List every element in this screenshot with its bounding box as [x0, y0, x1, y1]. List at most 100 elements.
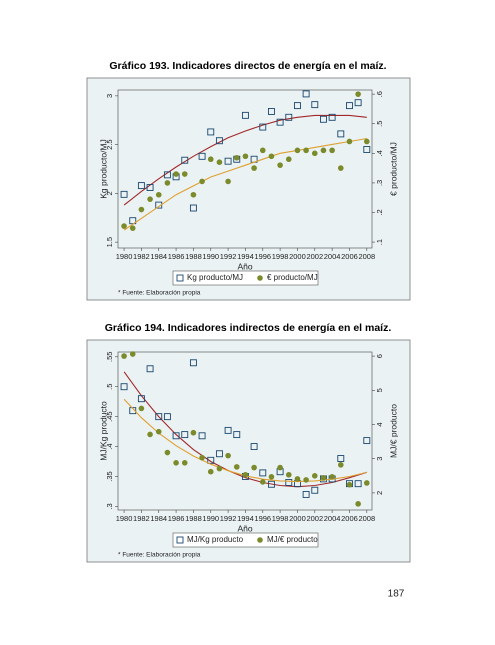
trend-line — [123, 137, 367, 231]
point — [311, 150, 318, 157]
point — [320, 115, 327, 123]
point — [137, 182, 145, 190]
point — [328, 113, 336, 121]
y2-tick-label: 5 — [375, 388, 384, 392]
point — [346, 138, 353, 145]
point — [355, 501, 361, 507]
point — [129, 225, 136, 231]
point — [251, 165, 257, 171]
x-tick-label: 2008 — [358, 514, 375, 523]
y-tick-label: 3 — [105, 94, 114, 98]
point — [138, 405, 145, 412]
point — [224, 426, 232, 434]
x-tick-label: 1992 — [220, 252, 237, 261]
point — [163, 413, 171, 421]
point — [215, 450, 223, 458]
point — [329, 474, 335, 480]
point — [233, 154, 240, 161]
x-tick-label: 1988 — [185, 514, 202, 523]
point — [155, 428, 162, 435]
point — [251, 464, 257, 471]
point — [120, 383, 128, 391]
legend-label: Kg producto/MJ — [187, 273, 243, 282]
point — [147, 431, 153, 438]
point — [233, 431, 241, 439]
point — [285, 156, 292, 163]
point — [121, 353, 127, 359]
point — [267, 108, 275, 115]
y-tick-label: .4 — [105, 443, 114, 449]
legend-label: € producto/MJ — [267, 273, 318, 282]
x-tick-label: 1984 — [150, 514, 167, 523]
point — [259, 479, 266, 485]
point — [311, 486, 319, 494]
point — [207, 456, 215, 464]
point — [207, 468, 214, 475]
point — [259, 147, 266, 154]
y-tick-label: .55 — [105, 352, 114, 362]
y2-tick-label: 3 — [375, 457, 384, 461]
page-number: 187 — [388, 589, 405, 600]
y-tick-label: 2 — [105, 191, 114, 195]
y-tick-label: .45 — [105, 411, 114, 421]
point — [268, 474, 275, 480]
x-tick-label: 1984 — [150, 252, 167, 261]
x-tick-label: 1982 — [133, 252, 150, 261]
source-note: * Fuente: Elaboración propia — [118, 290, 201, 297]
point — [155, 413, 163, 421]
y-tick-label: 2.5 — [105, 139, 114, 149]
legend-marker — [257, 275, 263, 281]
point — [363, 138, 370, 145]
x-tick-label: 2004 — [324, 252, 341, 261]
legend-label: MJ/€ producto — [267, 535, 318, 544]
trend-line — [123, 371, 367, 488]
point — [311, 473, 318, 479]
point — [207, 156, 214, 163]
point — [259, 469, 267, 477]
point — [173, 171, 179, 177]
point — [199, 454, 205, 461]
x-tick-label: 1990 — [202, 252, 219, 261]
y2-tick-label: .6 — [375, 91, 384, 97]
legend-marker — [257, 537, 263, 543]
x-tick-label: 1992 — [220, 514, 237, 523]
point — [285, 113, 293, 121]
point — [320, 147, 327, 154]
point — [363, 437, 371, 445]
point — [120, 190, 128, 198]
point — [198, 432, 206, 440]
point — [189, 359, 197, 367]
point — [242, 471, 249, 478]
point — [293, 102, 301, 110]
y2-tick-label: .4 — [375, 150, 384, 156]
y2-tick-label: 4 — [375, 422, 384, 426]
point — [225, 452, 231, 459]
point — [225, 178, 231, 185]
y-axis-title: Kg producto/MJ — [98, 139, 108, 199]
x-tick-label: 2002 — [306, 252, 323, 261]
point — [164, 449, 171, 456]
point — [181, 156, 189, 164]
point — [172, 432, 180, 440]
point — [216, 159, 223, 165]
point — [303, 477, 309, 483]
y2-axis-title: € producto/MJ — [388, 142, 398, 196]
point — [285, 479, 293, 486]
point — [216, 465, 223, 472]
x-tick-label: 2002 — [306, 514, 323, 523]
point — [233, 464, 240, 470]
x-tick-label: 1980 — [116, 252, 133, 261]
point — [199, 178, 205, 185]
x-tick-label: 2000 — [289, 252, 306, 261]
point — [198, 152, 206, 160]
chart-title: Gráfico 193. Indicadores directos de ene… — [109, 60, 386, 72]
point — [138, 206, 145, 213]
y2-tick-label: .1 — [375, 239, 384, 245]
point — [190, 429, 197, 436]
point — [242, 153, 249, 160]
x-tick-label: 1996 — [254, 252, 271, 261]
point — [294, 147, 301, 154]
x-axis-title: Año — [237, 523, 252, 533]
point — [163, 171, 171, 179]
